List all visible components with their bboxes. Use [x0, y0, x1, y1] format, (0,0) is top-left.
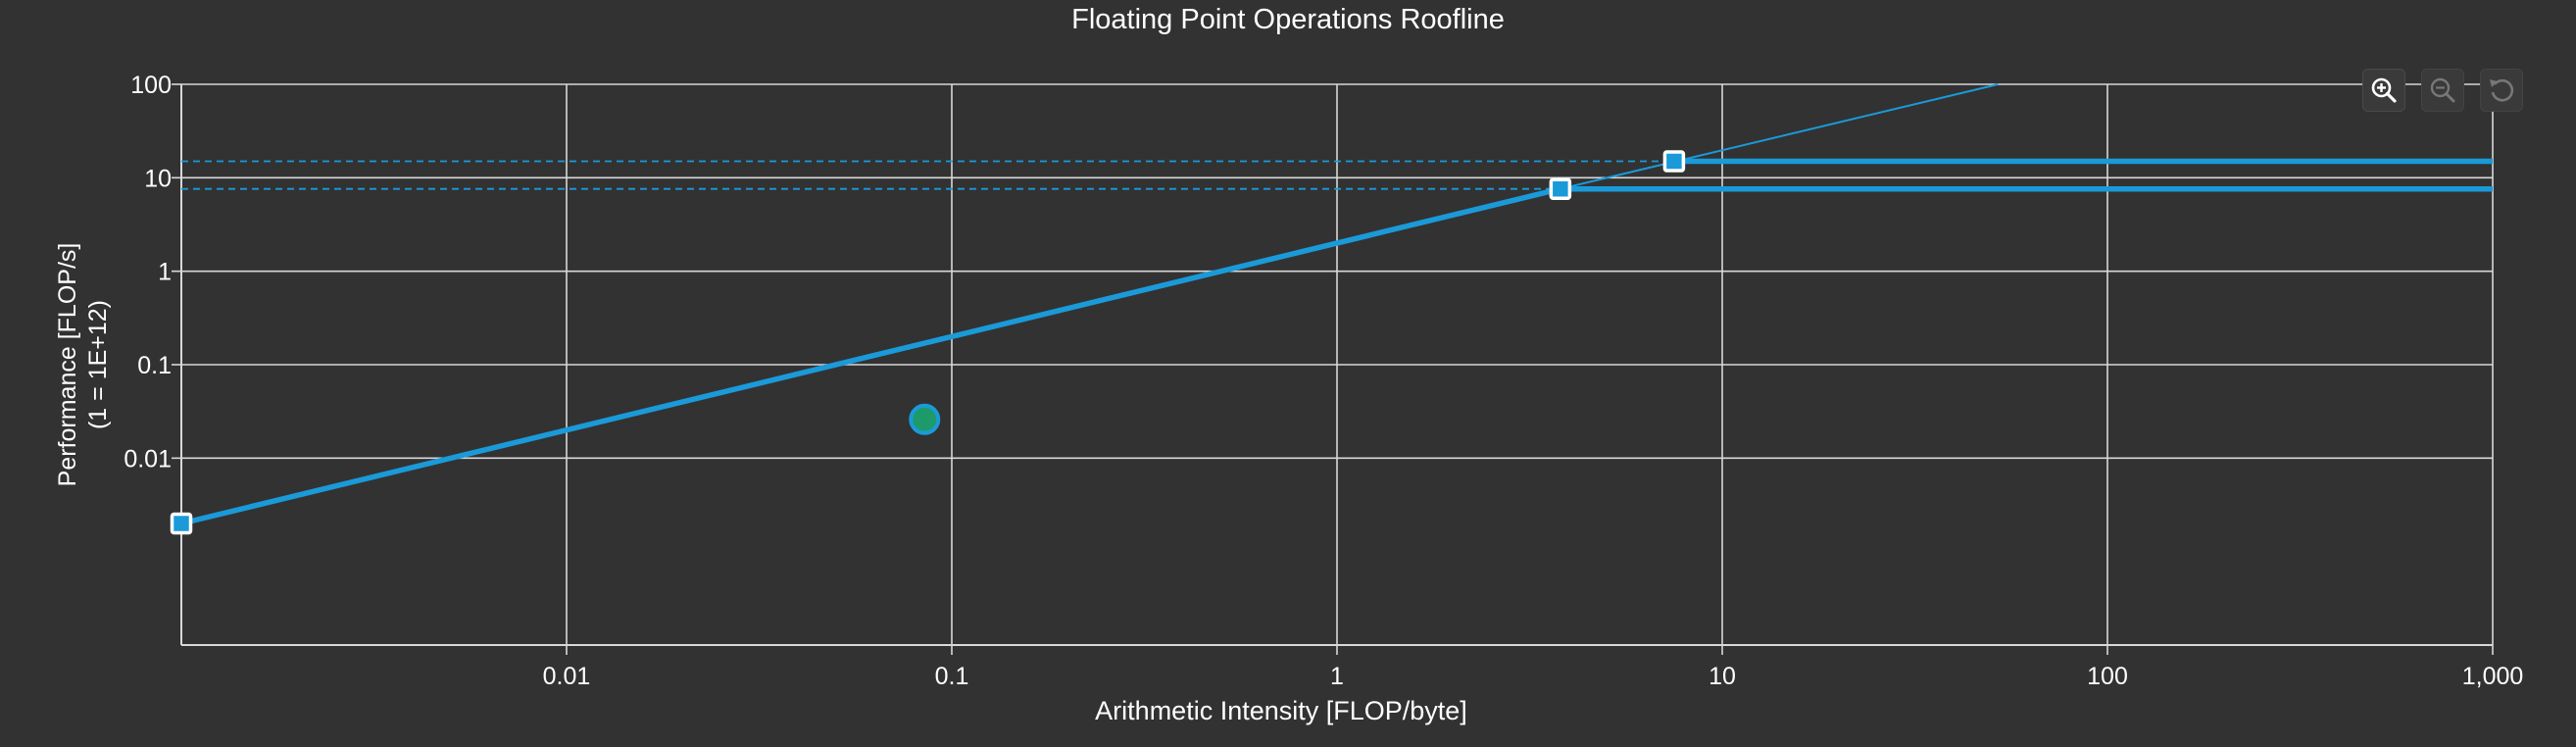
- tick-labels: 0.01 0.1 1 10 100 1,000 0.01 0.1 1 10 100: [124, 72, 2523, 690]
- roofline-series: [180, 83, 2493, 526]
- y-tick-label: 10: [144, 165, 172, 192]
- chart-title: Floating Point Operations Roofline: [1071, 4, 1505, 35]
- ridge-point-marker: [170, 512, 193, 535]
- x-tick-label: 10: [1709, 663, 1736, 690]
- x-tick-label: 100: [2087, 663, 2128, 690]
- grid-lines: [172, 83, 2494, 655]
- x-tick-label: 1,000: [2462, 663, 2524, 690]
- x-tick-label: 0.1: [935, 663, 969, 690]
- bandwidth-roof-line: [180, 186, 1561, 526]
- data-points: [170, 150, 1686, 535]
- ridge-point-marker: [1662, 150, 1686, 173]
- y-axis-label-line1: Performance [FLOP/s]: [54, 242, 81, 487]
- y-tick-label: 0.1: [137, 352, 172, 379]
- x-tick-label: 0.01: [543, 663, 591, 690]
- zoom-in-button[interactable]: [2362, 69, 2405, 112]
- measurement-point: [909, 403, 941, 435]
- bandwidth-extension-line: [1560, 83, 1999, 190]
- y-tick-label: 1: [158, 259, 172, 286]
- x-axis-label: Arithmetic Intensity [FLOP/byte]: [1095, 696, 1467, 725]
- zoom-out-button[interactable]: [2421, 69, 2464, 112]
- y-tick-label: 100: [130, 72, 172, 99]
- x-tick-label: 1: [1330, 663, 1344, 690]
- zoom-out-icon: [2430, 77, 2455, 103]
- reset-zoom-button[interactable]: [2480, 69, 2523, 112]
- reset-icon: [2490, 78, 2514, 102]
- zoom-in-icon: [2371, 77, 2397, 103]
- ridge-point-marker: [1549, 177, 1572, 200]
- y-tick-label: 0.01: [124, 445, 172, 473]
- y-axis-label-line2: (1 = 1E+12): [84, 299, 112, 430]
